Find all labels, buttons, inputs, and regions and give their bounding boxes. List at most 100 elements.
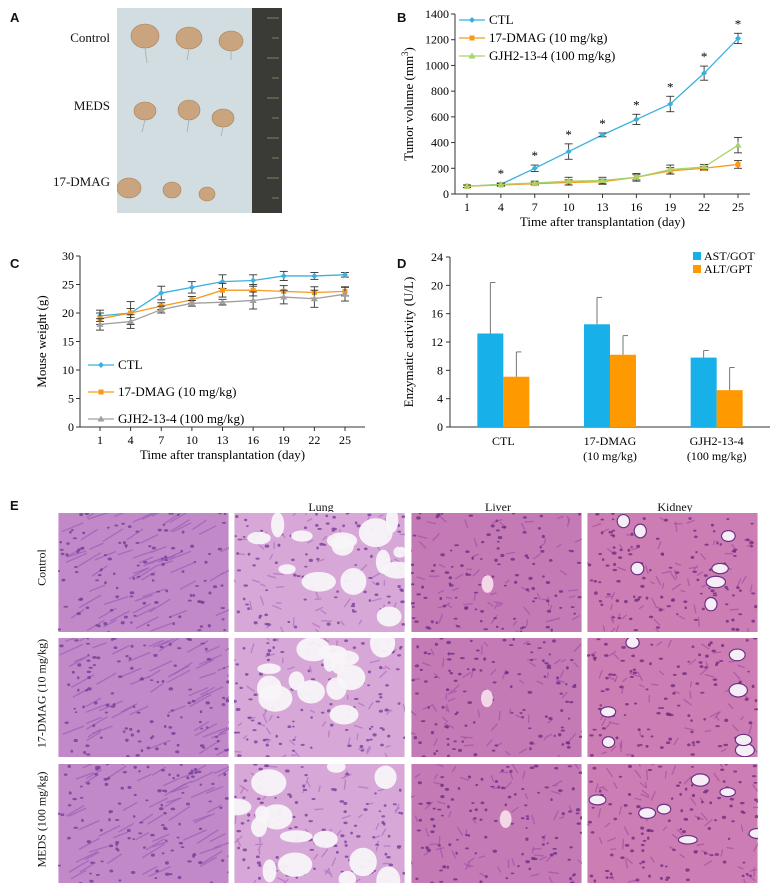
legend-label-1: 17-DMAG (10 mg/kg) [118, 384, 236, 399]
bar-1-1 [610, 354, 636, 427]
legend-label-0: CTL [489, 12, 514, 27]
data-point [158, 290, 165, 297]
y-tick-label: 10 [62, 363, 74, 377]
legend-label-1: 17-DMAG (10 mg/kg) [489, 30, 607, 45]
x-tick-label: 16 [630, 200, 642, 214]
panel-letter-a: A [10, 10, 20, 25]
x-tick-label: 13 [217, 433, 229, 447]
tumor-volume-chart: 0 200 400 600 800 1000 1200 1400 1 4 7 10 13 16 19 22 25… [400, 7, 750, 229]
panel-letter-e: E [10, 498, 19, 513]
y-tick-label: 0 [437, 420, 443, 434]
data-point [565, 148, 572, 155]
enzymatic-activity-chart: 0 4 8 12 16 20 24 Enzymatic activity (U/L) CTL 17… [401, 250, 770, 463]
row-head-meds: MEDS (100 mg/kg) [34, 771, 49, 868]
x-tick-label: 7 [158, 433, 164, 447]
panel-letter-b: B [397, 10, 407, 25]
data-point [633, 116, 640, 123]
data-point [531, 165, 538, 172]
legend-label-2: GJH2-13-4 (100 mg/kg) [118, 411, 244, 426]
y-tick-label: 1200 [425, 33, 449, 47]
category-label: GJH2-13-4 [690, 434, 744, 448]
legend-label-0: CTL [118, 357, 143, 372]
chart-d-bars [477, 282, 743, 427]
data-point [249, 296, 257, 303]
significance-marker: * [599, 116, 606, 131]
row-label-17dmag: 17-DMAG [52, 174, 110, 189]
legend-label-2: GJH2-13-4 (100 mg/kg) [489, 48, 615, 63]
bar-0-1 [584, 324, 610, 427]
data-point [666, 166, 674, 173]
x-tick-label: 10 [186, 433, 198, 447]
data-point [599, 131, 606, 138]
category-label: (100 mg/kg) [687, 449, 747, 463]
data-point [599, 177, 606, 183]
row-head-17dmag: 17-DMAG (10 mg/kg) [34, 638, 49, 749]
data-point [667, 101, 674, 107]
y-tick-label: 0 [443, 187, 449, 201]
chart-b-legend: CTL 17-DMAG (10 mg/kg) GJH2-13-4 (100 mg/k… [459, 12, 615, 63]
legend-marker [468, 52, 476, 59]
y-tick-label: 30 [62, 250, 74, 263]
data-point [701, 70, 708, 77]
bar-0-2 [690, 357, 717, 427]
legend-marker [98, 389, 104, 395]
y-tick-label: 8 [437, 363, 443, 377]
histology-tile-r0-c0 [57, 512, 230, 633]
tumor-photo [117, 8, 282, 213]
panel-letter-d: D [397, 256, 407, 271]
chart-b-series: * * * * * * * * [463, 16, 742, 190]
y-tick-label: 600 [431, 110, 449, 124]
x-tick-label: 4 [128, 433, 134, 447]
data-point [219, 298, 226, 305]
x-tick-label: 25 [339, 433, 351, 447]
y-tick-label: 20 [431, 278, 443, 292]
histology-tile-r1-c0 [57, 637, 230, 758]
y-tick-label: 12 [431, 335, 443, 349]
significance-marker: * [565, 127, 572, 142]
data-point [311, 272, 318, 279]
y-tick-label: 5 [68, 392, 74, 406]
category-label: 17-DMAG [584, 434, 637, 448]
x-tick-label: 10 [563, 200, 575, 214]
data-point [735, 35, 741, 42]
mouse-weight-chart: 0 5 10 15 20 25 30 1 4 7 10 13 16 19 22 25 Time after tr… [34, 250, 365, 462]
data-point [632, 173, 640, 180]
data-point [531, 179, 539, 186]
x-tick-label: 1 [464, 200, 470, 214]
legend-label-0: AST/GOT [704, 250, 755, 263]
x-tick-label: 22 [698, 200, 710, 214]
legend-marker [98, 362, 104, 368]
y-tick-label: 200 [431, 161, 449, 175]
chart-c-series [96, 270, 349, 331]
x-tick-label: 4 [498, 200, 504, 214]
data-point [280, 272, 287, 279]
col-head-kidney: Kidney [657, 500, 693, 514]
chart-c-legend: CTL 17-DMAG (10 mg/kg) GJH2-13-4 (100 mg/k… [88, 357, 244, 426]
x-tick-label: 16 [247, 433, 259, 447]
legend-marker [97, 415, 105, 422]
y-tick-label: 15 [62, 335, 74, 349]
y-axis-label: Tumor volume (mm3) [400, 47, 416, 161]
category-label: CTL [492, 434, 515, 448]
significance-marker: * [532, 148, 539, 163]
y-tick-label: 400 [431, 136, 449, 150]
data-point [342, 271, 348, 278]
data-point [280, 293, 288, 300]
x-tick-label: 22 [308, 433, 320, 447]
significance-marker: * [735, 16, 742, 31]
y-tick-label: 1000 [425, 58, 449, 72]
data-point [157, 306, 165, 313]
histology-panel: Lung Liver Kidney Control 17-DMAG (10 mg… [0, 490, 775, 890]
data-point [700, 163, 708, 170]
category-label: (10 mg/kg) [583, 449, 637, 463]
x-axis-label: Time after transplantation (day) [140, 447, 305, 462]
y-tick-label: 800 [431, 84, 449, 98]
data-point [250, 277, 257, 284]
x-tick-label: 19 [664, 200, 676, 214]
x-tick-label: 25 [732, 200, 744, 214]
legend-marker [469, 17, 475, 23]
data-point [96, 320, 104, 327]
data-point [188, 284, 195, 291]
bar-1-0 [503, 376, 530, 427]
